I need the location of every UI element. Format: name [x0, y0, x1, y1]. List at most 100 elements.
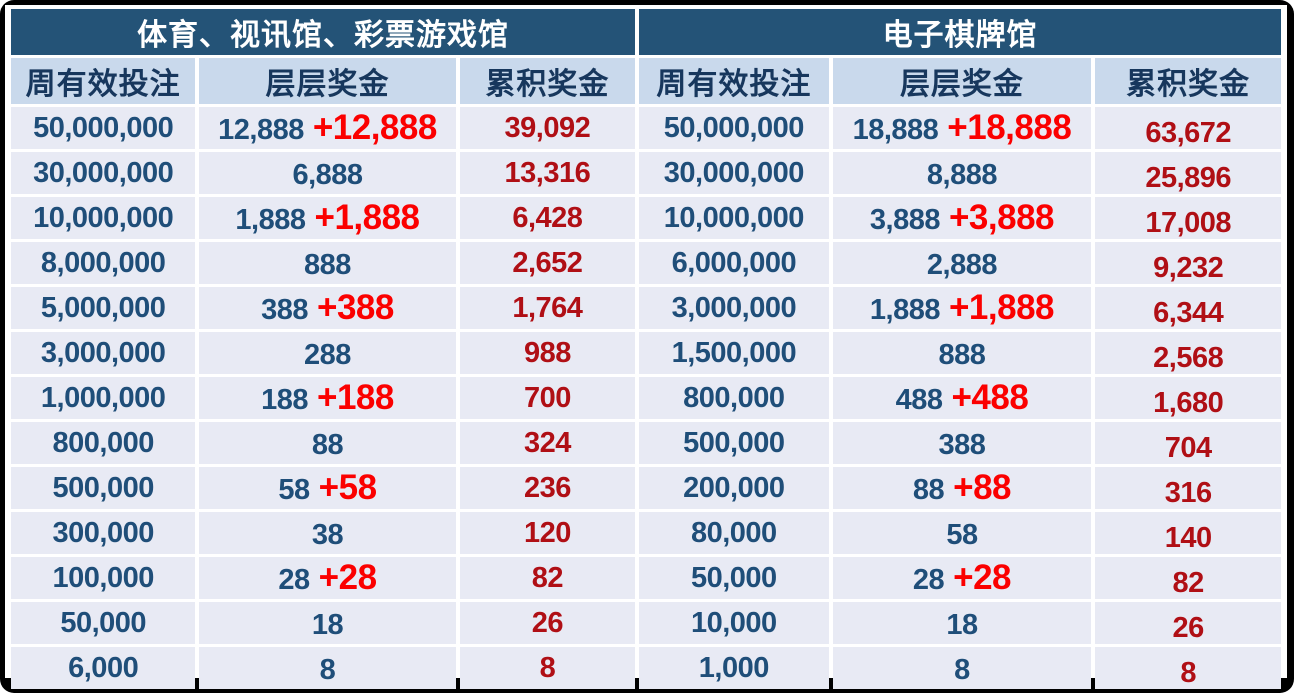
accum-bonus-cell: 17,008	[1095, 197, 1281, 239]
tier-bonus-plus: +1,888	[314, 198, 421, 237]
table-row: 500,000 58 +58 236 200,000 88 +88 316	[11, 467, 1281, 509]
tier-bonus-plus: +28	[953, 558, 1012, 597]
bet-cell: 3,000,000	[11, 332, 196, 374]
accum-bonus-cell: 324	[459, 422, 636, 464]
accum-bonus-value: 8	[539, 651, 556, 684]
tier-bonus-base: 888	[938, 339, 986, 371]
bet-cell: 10,000,000	[11, 197, 196, 239]
accum-bonus-cell: 6,428	[459, 197, 636, 239]
section-title-card-games: 电子棋牌馆	[639, 9, 1281, 55]
bet-cell: 50,000	[11, 602, 196, 644]
tier-bonus-cell: 388	[832, 422, 1092, 464]
tier-bonus-base: 2,888	[926, 249, 998, 281]
tier-bonus-plus: +388	[317, 288, 394, 327]
accum-bonus-value: 63,672	[1145, 116, 1232, 149]
table-row: 5,000,000 388 +388 1,764 3,000,000 1,888 +1,88…	[11, 287, 1281, 329]
tier-bonus-base: 8	[954, 654, 970, 686]
bet-cell: 10,000,000	[639, 197, 829, 239]
accum-bonus-value: 324	[523, 426, 571, 459]
accum-bonus-value: 704	[1164, 431, 1212, 464]
section-title-row: 体育、视讯馆、彩票游戏馆 电子棋牌馆	[11, 9, 1281, 55]
tier-bonus-cell: 488 +488	[832, 377, 1092, 419]
tier-bonus-base: 1,888	[235, 204, 306, 236]
tier-bonus-cell: 188 +188	[199, 377, 456, 419]
bet-cell: 1,000,000	[11, 377, 196, 419]
accum-bonus-cell: 82	[1095, 557, 1281, 599]
tier-bonus-plus: +18,888	[947, 108, 1072, 147]
accum-bonus-value: 13,316	[504, 156, 591, 189]
tier-bonus-base: 3,888	[869, 204, 941, 236]
tier-bonus-base: 38	[311, 519, 344, 551]
accum-bonus-cell: 13,316	[459, 152, 636, 194]
bet-cell: 80,000	[639, 512, 829, 554]
column-header-weekly-bet-right: 周有效投注	[639, 58, 829, 104]
accum-bonus-value: 140	[1164, 521, 1212, 554]
bet-cell: 800,000	[639, 377, 829, 419]
tier-bonus-base: 188	[261, 384, 308, 416]
section-title-sports: 体育、视讯馆、彩票游戏馆	[11, 9, 636, 55]
tier-bonus-base: 28	[278, 564, 310, 596]
accum-bonus-cell: 2,652	[459, 242, 636, 284]
bet-cell: 3,000,000	[639, 287, 829, 329]
table-row: 6,000 8 8 1,000 8 8	[11, 647, 1281, 689]
tier-bonus-cell: 18	[832, 602, 1092, 644]
bet-cell: 1,500,000	[639, 332, 829, 374]
accum-bonus-cell: 26	[1095, 602, 1281, 644]
tier-bonus-base: 18	[946, 609, 978, 641]
column-header-tier-bonus-left: 层层奖金	[199, 58, 456, 104]
tier-bonus-cell: 12,888 +12,888	[199, 107, 456, 149]
accum-bonus-value: 9,232	[1153, 251, 1224, 284]
bet-cell: 500,000	[639, 422, 829, 464]
tier-bonus-cell: 58 +58	[199, 467, 456, 509]
tier-bonus-base: 12,888	[218, 114, 304, 146]
accum-bonus-cell: 26	[459, 602, 636, 644]
tier-bonus-cell: 3,888 +3,888	[832, 197, 1092, 239]
tier-bonus-base: 88	[912, 474, 945, 506]
accum-bonus-cell: 120	[459, 512, 636, 554]
accum-bonus-cell: 700	[459, 377, 636, 419]
accum-bonus-value: 988	[523, 336, 571, 369]
tier-bonus-cell: 38	[199, 512, 456, 554]
tier-bonus-cell: 8	[199, 647, 456, 689]
table-row: 3,000,000 288 988 1,500,000 888 2,568	[11, 332, 1281, 374]
table-row: 300,000 38 120 80,000 58 140	[11, 512, 1281, 554]
bet-cell: 10,000	[639, 602, 829, 644]
accum-bonus-value: 1,680	[1153, 386, 1224, 419]
tier-bonus-plus: +3,888	[948, 198, 1055, 237]
accum-bonus-value: 120	[523, 516, 571, 549]
tier-bonus-plus: +28	[318, 558, 377, 597]
bet-cell: 8,000,000	[11, 242, 196, 284]
accum-bonus-value: 17,008	[1145, 206, 1232, 239]
accum-bonus-value: 25,896	[1145, 161, 1232, 194]
table-row: 10,000,000 1,888 +1,888 6,428 10,000,000 3,88…	[11, 197, 1281, 239]
column-header-accum-bonus-left: 累积奖金	[459, 58, 636, 104]
tier-bonus-cell: 58	[832, 512, 1092, 554]
accum-bonus-value: 26	[531, 606, 564, 639]
bet-cell: 30,000,000	[11, 152, 196, 194]
tier-bonus-cell: 88 +88	[832, 467, 1092, 509]
column-header-row: 周有效投注 层层奖金 累积奖金 周有效投注 层层奖金 累积奖金	[11, 58, 1281, 104]
table-row: 30,000,000 6,888 13,316 30,000,000 8,888 25,8…	[11, 152, 1281, 194]
accum-bonus-value: 39,092	[504, 111, 591, 144]
accum-bonus-cell: 1,764	[459, 287, 636, 329]
accum-bonus-cell: 8	[459, 647, 636, 689]
tier-bonus-cell: 888	[199, 242, 456, 284]
bonus-table: 体育、视讯馆、彩票游戏馆 电子棋牌馆 周有效投注 层层奖金 累积奖金 周有效投注…	[7, 6, 1285, 692]
tier-bonus-plus: +188	[317, 378, 394, 417]
accum-bonus-value: 2,568	[1153, 341, 1224, 374]
bet-cell: 1,000	[639, 647, 829, 689]
tier-bonus-base: 8	[319, 654, 336, 686]
bet-cell: 6,000	[11, 647, 196, 689]
tier-bonus-cell: 28 +28	[832, 557, 1092, 599]
table-row: 50,000 18 26 10,000 18 26	[11, 602, 1281, 644]
bet-cell: 100,000	[11, 557, 196, 599]
bet-cell: 800,000	[11, 422, 196, 464]
tier-bonus-base: 6,888	[292, 159, 363, 191]
accum-bonus-cell: 704	[1095, 422, 1281, 464]
accum-bonus-cell: 25,896	[1095, 152, 1281, 194]
bet-cell: 500,000	[11, 467, 196, 509]
tier-bonus-plus: +88	[953, 468, 1012, 507]
column-header-weekly-bet-left: 周有效投注	[11, 58, 196, 104]
tier-bonus-cell: 18	[199, 602, 456, 644]
